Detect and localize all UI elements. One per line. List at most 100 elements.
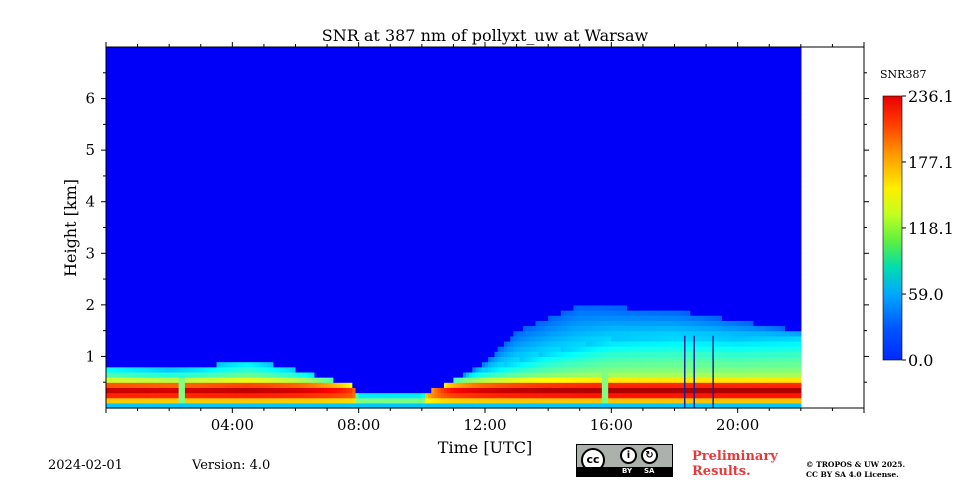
heatmap-cell <box>140 263 145 270</box>
heatmap-cell <box>109 294 113 301</box>
heatmap-cell <box>124 57 129 64</box>
heatmap-cell <box>118 47 123 53</box>
heatmap-cell <box>118 366 123 373</box>
heatmap-cell <box>140 361 145 368</box>
heatmap-cell <box>109 160 113 167</box>
heatmap-cell <box>134 191 139 198</box>
heatmap-cell <box>118 129 123 136</box>
heatmap-cell <box>109 237 113 244</box>
heatmap-cell <box>112 325 117 332</box>
heatmap-cell <box>112 119 117 125</box>
heatmap-cell <box>140 232 145 239</box>
heatmap-cell <box>115 330 120 337</box>
heatmap-cell <box>115 258 120 265</box>
heatmap-cell <box>131 222 136 229</box>
heatmap-cell <box>124 377 129 383</box>
heatmap-cell <box>106 232 110 239</box>
heatmap-cell <box>106 237 110 244</box>
heatmap-cell <box>137 181 142 187</box>
heatmap-cell <box>134 325 139 332</box>
heatmap-cell <box>121 67 126 74</box>
heatmap-cell <box>134 52 139 58</box>
heatmap-cell <box>115 377 120 383</box>
heatmap-cell <box>134 124 139 131</box>
heatmap-cell <box>131 315 136 321</box>
heatmap-cell <box>112 397 117 404</box>
heatmap-cell <box>118 397 123 404</box>
heatmap-cell <box>106 268 110 275</box>
heatmap-cell <box>128 227 132 234</box>
heatmap-cell <box>118 114 123 120</box>
heatmap-cell <box>131 237 136 244</box>
heatmap-cell <box>118 268 123 275</box>
heatmap-cell <box>115 248 120 254</box>
heatmap-cell <box>134 351 139 358</box>
heatmap-cell <box>128 72 132 79</box>
heatmap-cell <box>140 392 145 399</box>
heatmap-cell <box>121 119 126 125</box>
heatmap-cell <box>112 181 117 187</box>
heatmap-cell <box>134 402 139 409</box>
heatmap-cell <box>140 325 145 332</box>
heatmap-cell <box>109 103 113 110</box>
heatmap-cell <box>131 361 136 368</box>
heatmap-cell <box>106 150 110 156</box>
heatmap-cell <box>121 175 126 182</box>
heatmap-cell <box>112 165 117 172</box>
heatmap-cell <box>124 212 129 218</box>
heatmap-cell <box>140 356 145 363</box>
heatmap-cell <box>106 253 110 260</box>
heatmap-cell <box>121 361 126 368</box>
heatmap-cell <box>137 170 142 177</box>
heatmap-cell <box>106 72 110 79</box>
heatmap-cell <box>106 304 110 311</box>
heatmap-cell <box>131 124 136 131</box>
heatmap-cell <box>137 361 142 368</box>
heatmap-cell <box>124 93 129 100</box>
heatmap-cell <box>112 88 117 95</box>
heatmap-cell <box>137 144 142 151</box>
heatmap-cell <box>131 93 136 100</box>
heatmap-cell <box>137 397 142 404</box>
heatmap-cell <box>115 129 120 136</box>
heatmap-cell <box>121 47 126 53</box>
heatmap-cell <box>115 340 120 347</box>
heatmap-cell <box>118 139 123 146</box>
heatmap-cell <box>115 371 120 378</box>
heatmap-cell <box>112 160 117 167</box>
heatmap-cell <box>134 371 139 378</box>
heatmap-cell <box>137 108 142 115</box>
heatmap-cell <box>112 392 117 399</box>
heatmap-cell <box>131 83 136 89</box>
heatmap-cell <box>115 382 120 388</box>
heatmap-cell <box>115 387 120 394</box>
heatmap-cell <box>140 284 145 290</box>
heatmap-cell <box>124 397 129 404</box>
heatmap-cell <box>121 325 126 332</box>
heatmap-cell <box>118 325 123 332</box>
heatmap-cell <box>137 304 142 311</box>
heatmap-cell <box>109 325 113 332</box>
heatmap-cell <box>137 72 142 79</box>
heatmap-cell <box>131 273 136 280</box>
heatmap-cell <box>124 356 129 363</box>
heatmap-cell <box>112 263 117 270</box>
heatmap-cell <box>128 346 132 352</box>
heatmap-cell <box>128 299 132 306</box>
heatmap-cell <box>137 165 142 172</box>
heatmap-cell <box>106 335 110 342</box>
heatmap-cell <box>118 77 123 84</box>
heatmap-cell <box>109 263 113 270</box>
heatmap-cell <box>106 196 110 203</box>
heatmap-cell <box>106 320 110 327</box>
heatmap-cell <box>124 160 129 167</box>
heatmap-cell <box>115 170 120 177</box>
heatmap-cell <box>124 62 129 69</box>
heatmap-cell <box>106 222 110 229</box>
heatmap-cell <box>106 248 110 254</box>
heatmap-cell <box>137 248 142 254</box>
heatmap-cell <box>131 382 136 388</box>
heatmap-cell <box>128 175 132 182</box>
heatmap-cell <box>134 139 139 146</box>
heatmap-cell <box>137 237 142 244</box>
